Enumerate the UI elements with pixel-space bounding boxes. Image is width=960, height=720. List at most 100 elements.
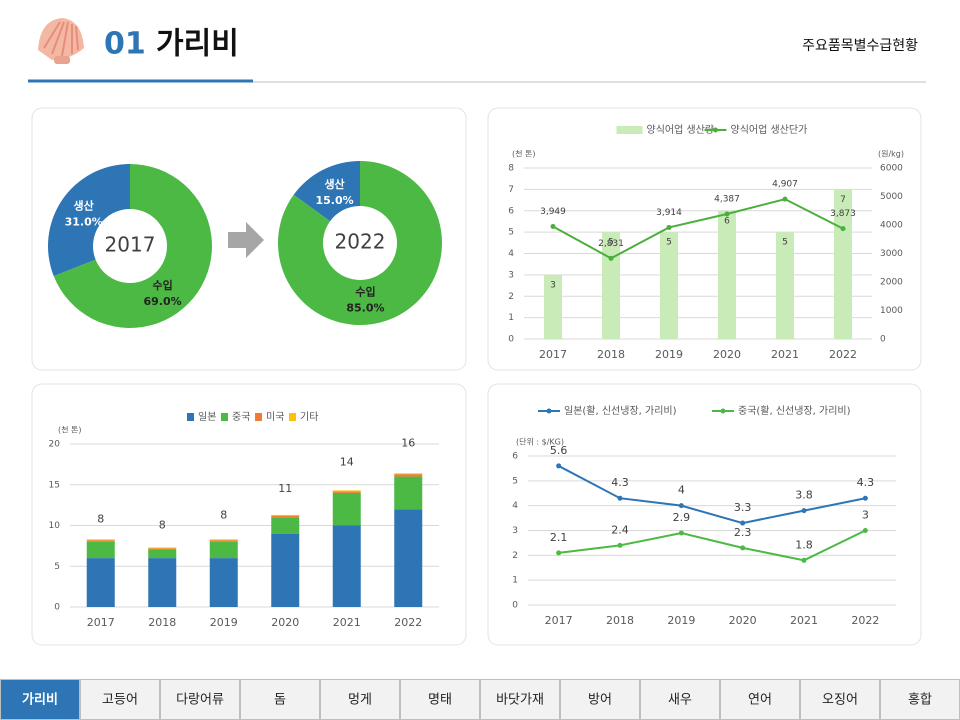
x-tick-label: 2021 — [771, 348, 799, 361]
y-tick-label: 5 — [512, 476, 518, 486]
x-tick-label: 2018 — [597, 348, 625, 361]
nav-tab[interactable] — [320, 679, 400, 720]
bar — [148, 549, 177, 559]
line-point — [782, 196, 788, 202]
point-value-label: 4 — [678, 484, 685, 497]
nav-tab-label[interactable]: 오징어 — [822, 693, 858, 708]
line-point — [862, 528, 868, 533]
nav-tab-label[interactable]: 연어 — [748, 693, 772, 708]
nav-tab-label[interactable]: 고등어 — [102, 693, 138, 708]
nav-tab[interactable] — [400, 679, 480, 720]
nav-tab-label[interactable]: 멍게 — [348, 693, 372, 708]
nav-tab[interactable] — [240, 679, 320, 720]
x-tick-label: 2018 — [148, 616, 176, 629]
x-tick-label: 2022 — [851, 614, 879, 627]
y2-tick-label: 5000 — [880, 192, 903, 202]
y-axis-label: (단위 : $/KG) — [516, 437, 564, 447]
bar-value-label: 3 — [550, 280, 556, 290]
nav-tab-label[interactable]: 다랑어류 — [176, 693, 224, 708]
y-tick-label: 3 — [512, 526, 518, 536]
nav-tab[interactable] — [80, 679, 160, 720]
total-label: 8 — [220, 508, 227, 521]
point-value-label: 2.1 — [550, 531, 568, 544]
nav-tab-label[interactable]: 방어 — [588, 693, 612, 708]
arrow — [228, 222, 264, 258]
line-point — [678, 503, 684, 509]
y-tick-label: 2 — [512, 551, 518, 561]
nav-tab[interactable] — [800, 679, 880, 720]
y2-tick-label: 3000 — [880, 249, 903, 259]
line-point — [801, 508, 807, 514]
x-tick-label: 2018 — [606, 614, 634, 627]
slice-value: 15.0% — [315, 194, 353, 207]
header-title: 가리비 — [156, 27, 239, 62]
line-point — [740, 520, 746, 526]
nav-tab-label[interactable]: 홍합 — [908, 693, 932, 708]
line-point — [617, 495, 623, 501]
x-tick-label: 2020 — [271, 616, 299, 629]
nav-tab[interactable] — [160, 679, 240, 720]
y-tick-label: 5 — [508, 228, 514, 238]
x-tick-label: 2019 — [655, 348, 683, 361]
total-label: 16 — [401, 436, 415, 449]
nav-tab-label[interactable]: 돔 — [274, 693, 286, 708]
nav-tab-label[interactable]: 명태 — [428, 693, 452, 708]
line-point — [740, 545, 746, 551]
bar — [148, 547, 177, 549]
bar — [718, 210, 736, 339]
legend-label: 일본(활, 신선냉장, 가리비) — [564, 404, 677, 417]
y2-axis-label: (원/kg) — [878, 150, 904, 159]
x-tick-label: 2021 — [790, 614, 818, 627]
line — [552, 198, 844, 260]
line — [558, 465, 866, 525]
point-value-label: 3.3 — [734, 501, 752, 514]
bar — [148, 548, 177, 550]
point-value-label: 4.3 — [857, 476, 875, 489]
point-value-label: 2.9 — [673, 511, 691, 524]
bar — [332, 525, 361, 607]
bar — [271, 514, 300, 516]
point-value-label: 3.8 — [795, 489, 813, 502]
bar — [776, 232, 794, 339]
bar — [394, 509, 423, 607]
line-point — [801, 557, 807, 563]
total-label: 14 — [340, 455, 354, 468]
donut-slice — [278, 160, 442, 325]
line-point — [556, 550, 562, 556]
y-tick-label: 3 — [508, 270, 514, 280]
legend-label: 양식어업 생산량 — [647, 123, 715, 136]
nav-tab[interactable] — [720, 679, 800, 720]
bar-value-label: 7 — [840, 195, 846, 205]
nav-tab[interactable] — [640, 679, 720, 720]
nav-tab-label[interactable]: 새우 — [668, 693, 692, 708]
nav-tab[interactable] — [480, 679, 560, 720]
slice-label: 생산 — [74, 199, 94, 213]
panel — [487, 107, 922, 371]
slice-label: 수입 — [152, 279, 172, 292]
x-tick-label: 2017 — [87, 616, 115, 629]
y-tick-label: 8 — [508, 164, 514, 174]
line — [558, 529, 866, 562]
bar — [86, 558, 115, 607]
slice-value: 85.0% — [346, 302, 384, 315]
nav-tab[interactable] — [0, 679, 80, 720]
bar — [660, 232, 678, 339]
y-tick-label: 1 — [512, 576, 518, 586]
total-label: 11 — [278, 482, 292, 495]
bar — [209, 541, 238, 559]
point-value-label: 2.4 — [611, 523, 629, 536]
point-value-label: 3 — [862, 509, 869, 522]
nav-tab-label[interactable]: 바닷가재 — [496, 693, 544, 708]
x-tick-label: 2019 — [210, 616, 238, 629]
legend-dot — [713, 127, 718, 133]
point-value-label: 4.3 — [611, 476, 629, 489]
x-tick-label: 2021 — [333, 616, 361, 629]
slice-label: 생산 — [324, 177, 344, 191]
bar — [86, 541, 115, 559]
donut-slice — [293, 161, 360, 222]
nav-tab-label[interactable]: 가리비 — [22, 692, 58, 708]
y-axis-label: (천 톤) — [512, 149, 536, 159]
y2-tick-label: 1000 — [880, 306, 903, 316]
nav-tab[interactable] — [560, 679, 640, 720]
bar — [271, 533, 300, 607]
